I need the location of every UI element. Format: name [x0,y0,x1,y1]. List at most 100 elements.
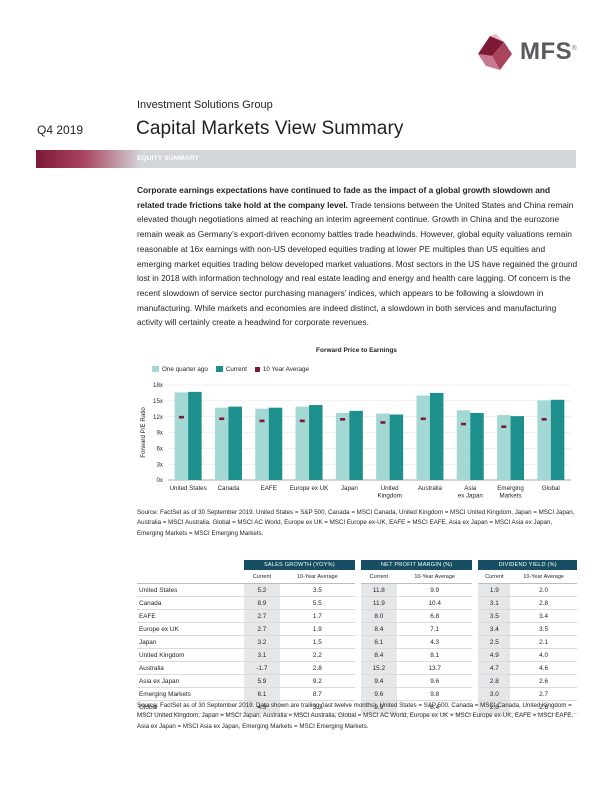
x-tick-label: Kingdom [377,493,401,500]
x-tick-label: Markets [500,493,522,500]
table-cell: 3.5 [478,609,511,623]
x-tick-label: Australia [418,485,443,492]
table-cell: 2.7 [244,622,280,636]
marker-10-year-average [541,418,547,421]
section-band-accent [36,150,141,168]
table-cell: 4.7 [478,661,511,675]
table-cell: 1.9 [478,583,511,597]
table-cell: 8.4 [396,700,473,714]
table-cell: 8.4 [360,648,397,662]
bar-one-quarter-ago [174,392,189,480]
table-cell: 9.4 [360,674,397,688]
table-cell: 8.7 [279,687,355,701]
subheader-current: Current [360,570,397,584]
table-row: United States 5.2 3.5 11.8 9.9 1.9 2.0 [137,583,577,597]
bar-current [550,399,565,480]
quarter-label: Q4 2019 [37,123,84,137]
x-tick-label: Japan [341,485,358,492]
y-tick-label: 3x [156,461,163,468]
table-subheader-row: Current 10-Year Average Current 10-Year … [137,570,577,584]
table-cell: 5.5 [279,596,355,610]
x-tick-label: Europe ex UK [290,485,329,492]
table-cell: 2.5 [478,635,511,649]
table-cell: 1.5 [279,635,355,649]
table-row: Emerging Markets 6.1 8.7 9.6 9.8 3.0 2.7 [137,687,577,701]
summary-paragraph: Corporate earnings expectations have con… [137,183,579,330]
group-header-net-profit-margin: NET PROFIT MARGIN (%) [360,560,473,570]
table-cell: 1.7 [279,609,355,623]
x-tick-label: Asia [464,485,477,492]
legend-item-10-year-average: 10 Year Average [254,366,309,373]
row-label: Japan [137,635,244,649]
marker-10-year-average [420,417,426,421]
table-cell: 9.6 [360,687,397,701]
table-cell: 10.4 [396,596,473,610]
y-tick-label: 0x [156,477,163,484]
page-title: Capital Markets View Summary [136,118,404,139]
bar-current [349,410,363,480]
table-row: United Kingdom 3.1 2.2 8.4 8.1 4.9 4.0 [137,648,577,662]
bar-one-quarter-ago [214,407,229,480]
x-tick-label: Emerging [497,485,524,492]
table-cell: 1.9 [279,622,355,636]
table-cell: 11.9 [360,596,397,610]
summary-text: Trade tensions between the United States… [137,199,578,328]
table-cell: 3.4 [478,622,511,636]
bar-one-quarter-ago [456,410,471,480]
table-cell: 2.2 [279,648,355,662]
table-cell: 3.0 [478,687,511,701]
bar-one-quarter-ago [255,408,269,480]
x-tick-label: ex Japan [458,493,484,500]
table-cell: 2.7 [244,609,280,623]
chart-source-note: Source: FactSet as of 30 September 2019.… [137,509,575,537]
bar-one-quarter-ago [376,413,390,480]
marker-10-year-average [380,421,386,424]
legend-item-one-quarter-ago: One quarter ago [152,366,208,373]
table-cell: 8.0 [360,609,397,623]
y-axis-label: Forward P/E Ratio [140,407,147,458]
table-cell: 8.1 [396,648,473,662]
row-label: Canada [137,596,244,610]
bar-current [470,412,484,480]
table-row: Global 4.3 3.3 9.9 8.4 2.6 2.6 [137,700,577,714]
row-label: Asia ex Japan [137,674,244,688]
table-cell: 4.3 [396,635,473,649]
table-cell: 2.6 [478,700,511,714]
table-cell: 9.9 [396,583,473,597]
table-cell: 8.4 [360,622,397,636]
chart-legend: One quarter ago Current 10 Year Average [152,366,309,373]
table-cell: 4.3 [244,700,280,714]
section-label: EQUITY SUMMARY [137,155,200,162]
mfs-logo-text: MFS® [520,38,578,65]
bar-current [510,416,525,480]
group-header-sales-growth: SALES GROWTH (YOY%) [244,560,355,570]
y-tick-label: 15x [153,398,164,405]
table-cell: 3.1 [478,596,511,610]
table-cell: 2.7 [510,687,577,701]
bar-current [268,407,283,480]
bar-one-quarter-ago [537,400,551,480]
table-cell: 9.2 [279,674,355,688]
table-cell: 4.9 [478,648,511,662]
x-tick-label: United States [170,485,207,492]
table-cell: 4.6 [510,661,577,675]
row-label: United Kingdom [137,648,244,662]
table-cell: 3.5 [510,622,577,636]
mfs-logo-mark [478,34,512,70]
y-tick-label: 9x [156,430,163,437]
table-cell: 2.1 [510,635,577,649]
x-tick-label: EAFE [261,485,277,492]
table-cell: 2.0 [510,583,577,597]
table-cell: 8.9 [244,596,280,610]
row-label: Global [137,700,244,714]
row-label: Australia [137,661,244,675]
legend-item-current: Current [215,366,247,373]
table-cell: 9.6 [396,674,473,688]
table-cell: 2.8 [279,661,355,675]
fundamentals-table: SALES GROWTH (YOY%) NET PROFIT MARGIN (%… [137,560,577,714]
table-cell: 3.1 [244,648,280,662]
summary-lead: Corporate earnings expectations have con… [137,185,551,210]
table-cell: 4.0 [510,648,577,662]
y-tick-label: 6x [156,446,163,453]
table-cell: 9.8 [396,687,473,701]
